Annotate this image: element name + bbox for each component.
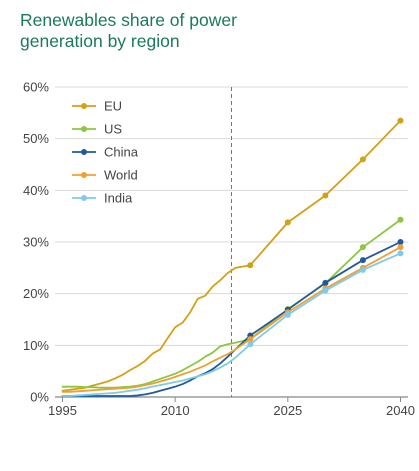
legend: EU US China World India bbox=[72, 99, 139, 206]
data-point-china bbox=[322, 279, 329, 286]
y-tick-label: 0% bbox=[30, 390, 49, 405]
data-point-india bbox=[322, 287, 329, 294]
legend-marker-world bbox=[81, 172, 87, 178]
x-tick-label: 2025 bbox=[273, 403, 302, 418]
chart-title-line-1: Renewables share of power bbox=[20, 10, 237, 30]
series-line-world bbox=[61, 246, 402, 393]
data-point-india bbox=[284, 311, 291, 318]
legend-label-us: US bbox=[104, 122, 122, 137]
data-point-world bbox=[397, 244, 404, 251]
gridlines bbox=[55, 86, 408, 398]
legend-marker-us bbox=[81, 126, 87, 132]
x-tick-label: 1995 bbox=[48, 403, 77, 418]
legend-marker-china bbox=[81, 149, 87, 155]
data-point-us bbox=[397, 216, 404, 223]
data-point-china bbox=[359, 257, 366, 264]
legend-label-india: India bbox=[104, 191, 133, 206]
x-tick-label: 2010 bbox=[161, 403, 190, 418]
data-point-eu bbox=[322, 192, 329, 199]
axes: 0% 10% 20% 30% 40% 50% 60% 1995 2010 2025 2040 bbox=[23, 80, 415, 419]
series-lines bbox=[61, 117, 404, 397]
data-point-world bbox=[247, 336, 254, 343]
series-line-china bbox=[61, 241, 402, 397]
legend-label-world: World bbox=[104, 168, 138, 183]
y-tick-label: 30% bbox=[23, 235, 49, 250]
series-line-eu bbox=[61, 119, 402, 392]
legend-marker-eu bbox=[81, 103, 87, 109]
data-point-eu bbox=[284, 219, 291, 226]
legend-label-eu: EU bbox=[104, 99, 122, 114]
y-tick-label: 60% bbox=[23, 80, 49, 95]
y-tick-label: 20% bbox=[23, 286, 49, 301]
data-point-eu bbox=[397, 117, 404, 124]
data-point-eu bbox=[359, 156, 366, 163]
data-point-india bbox=[397, 250, 404, 257]
chart-title: Renewables share of power generation by … bbox=[20, 10, 400, 52]
series-line-us bbox=[61, 218, 402, 389]
x-tick-label: 2040 bbox=[386, 403, 415, 418]
data-point-india bbox=[359, 266, 366, 273]
y-tick-label: 50% bbox=[23, 131, 49, 146]
data-point-us bbox=[359, 244, 366, 251]
data-point-china bbox=[397, 239, 404, 245]
y-tick-label: 10% bbox=[23, 338, 49, 353]
y-tick-label: 40% bbox=[23, 183, 49, 198]
legend-label-china: China bbox=[104, 145, 139, 160]
legend-marker-india bbox=[81, 195, 87, 201]
chart-title-line-2: generation by region bbox=[20, 31, 180, 51]
data-point-india bbox=[247, 341, 254, 348]
series-line-india bbox=[61, 252, 402, 397]
data-point-eu bbox=[247, 262, 254, 269]
